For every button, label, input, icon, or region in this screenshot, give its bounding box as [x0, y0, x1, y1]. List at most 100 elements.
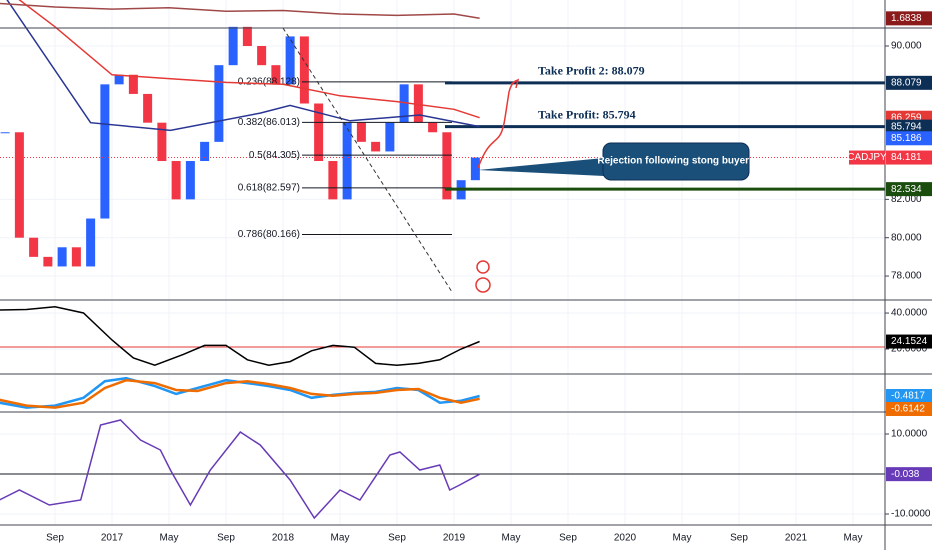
target-label: Take Profit: 85.794: [538, 107, 636, 121]
callout-box: [602, 142, 750, 181]
x-tick-label: May: [502, 533, 521, 544]
candle: [100, 84, 110, 219]
y-tick-label: 82.000: [891, 194, 922, 205]
candle: [271, 65, 281, 85]
x-tick-label: May: [673, 533, 692, 544]
candle: [0, 132, 10, 134]
price-tag-label: 84.181: [891, 152, 922, 163]
indicator-line: [18, 0, 480, 119]
candle: [86, 218, 96, 267]
candle: [356, 122, 366, 142]
y-tick-label: 90.000: [891, 41, 922, 52]
candle: [299, 36, 309, 104]
price-tag: [886, 182, 932, 197]
symbol-tag: CADJPY: [847, 152, 887, 163]
fib-label: 0.786(80.166): [238, 229, 300, 240]
y-tick-label: 20.0000: [891, 344, 928, 355]
icon-circle: [476, 260, 490, 274]
callout-text: Rejection following stong buyers: [597, 156, 755, 167]
candle: [43, 256, 53, 267]
target-label: Take Profit 2: 88.079: [538, 64, 645, 78]
price-tag-label: -0.6142: [891, 404, 925, 415]
price-tag: [886, 75, 932, 90]
x-tick-label: 2017: [101, 533, 124, 544]
indicator-line: [0, 419, 480, 520]
price-tag-label: 82.534: [891, 184, 922, 195]
y-tick-label: 40.0000: [891, 308, 928, 319]
arrow-head: [510, 78, 520, 89]
price-tag-label: -0.038: [891, 469, 920, 480]
callout: Rejection following stong buyers: [478, 142, 755, 181]
candle: [413, 84, 423, 123]
fib-label: 0.618(82.597): [238, 183, 300, 194]
candle: [200, 141, 210, 162]
event-icon: [475, 260, 491, 293]
x-tick-label: 2020: [614, 533, 637, 544]
candle: [71, 247, 81, 267]
candle: [342, 122, 352, 200]
x-tick-label: Sep: [217, 533, 235, 544]
candle: [257, 46, 267, 66]
candle: [114, 74, 124, 85]
candle: [470, 157, 480, 181]
candle: [428, 122, 438, 133]
indicator-line: [0, 378, 480, 409]
candle: [29, 237, 39, 257]
callout-pointer: [478, 158, 604, 176]
x-tick-label: 2019: [443, 533, 466, 544]
marks: 0.236(88.128) 0.382(86.013) 0.5(84.305) 0.6…: [0, 0, 885, 520]
candle: [371, 141, 381, 152]
candle: [14, 132, 24, 238]
price-tag: [886, 119, 932, 134]
candle: [228, 26, 238, 66]
icon-circle: [475, 277, 491, 293]
x-tick-label: May: [160, 533, 179, 544]
price-tag: [886, 389, 932, 404]
candle: [242, 26, 252, 47]
fib-label: 0.236(88.128): [238, 77, 300, 88]
price-tag-label: 85.794: [891, 121, 922, 132]
indicator-line: [0, 2, 480, 20]
price-tag: [886, 11, 932, 26]
candle: [128, 74, 138, 94]
trend-line: [282, 27, 453, 293]
y-tick-label: 78.000: [891, 271, 922, 282]
y-tick-label: -10.0000: [891, 509, 931, 520]
x-tick-label: May: [331, 533, 350, 544]
candle: [143, 93, 153, 123]
price-tag-label: 85.186: [891, 133, 922, 144]
price-tag: [886, 334, 932, 349]
price-tag-label: 86.259: [891, 112, 922, 123]
candle: [214, 65, 224, 142]
price-tag: [886, 401, 932, 416]
price-tag-label: 88.079: [891, 77, 922, 88]
indicator-line: [6, 0, 480, 132]
candle: [171, 161, 181, 200]
candle: [399, 84, 409, 123]
candle: [185, 161, 195, 200]
y-tick-label: 80.000: [891, 232, 922, 243]
fib-label: 0.5(84.305): [249, 150, 300, 161]
x-tick-label: 2021: [785, 533, 808, 544]
candle: [385, 122, 395, 152]
candle: [157, 122, 167, 162]
x-tick-label: Sep: [46, 533, 64, 544]
candle: [57, 247, 67, 267]
price-tag-label: -0.4817: [891, 391, 925, 402]
y-tick-label: 10.0000: [891, 429, 928, 440]
price-tag: [886, 467, 932, 482]
candle: [314, 103, 324, 162]
candle: [285, 36, 295, 85]
x-tick-label: Sep: [559, 533, 577, 544]
indicator-line: [0, 306, 480, 366]
price-tag: [886, 150, 932, 165]
x-tick-label: 2018: [272, 533, 295, 544]
x-tick-label: May: [844, 533, 863, 544]
price-tag: [886, 131, 932, 146]
x-tick-label: Sep: [730, 533, 748, 544]
candle: [328, 161, 338, 200]
x-tick-label: Sep: [388, 533, 406, 544]
